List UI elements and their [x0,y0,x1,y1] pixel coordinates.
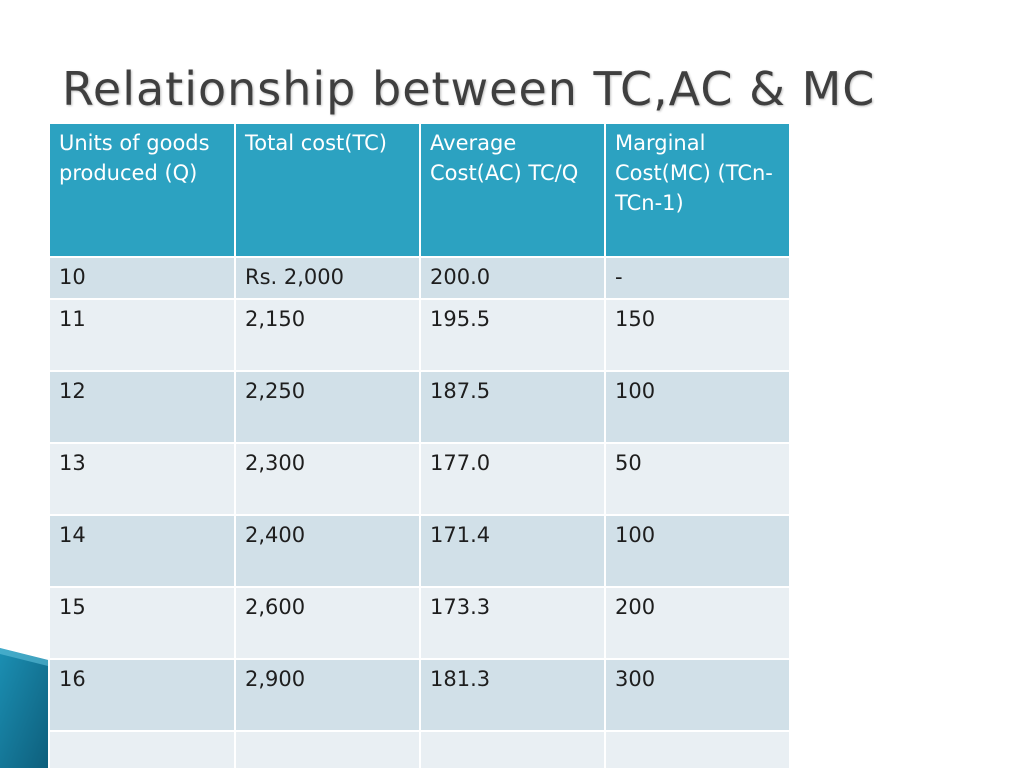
cell-average-cost: 177.0 [419,442,606,516]
cost-table: Units of goods produced (Q) Total cost(T… [48,122,791,768]
cell-total-cost: 2,400 [234,514,421,588]
cell-marginal-cost [604,730,791,768]
slide-title: Relationship between TC,AC & MC [62,62,876,116]
corner-decoration [0,648,48,768]
cell-total-cost: 2,600 [234,586,421,660]
cell-marginal-cost: 100 [604,514,791,588]
cell-units [48,730,236,768]
cell-average-cost: 195.5 [419,298,606,372]
cell-marginal-cost: 100 [604,370,791,444]
header-average-cost: Average Cost(AC) TC/Q [419,122,606,258]
cell-units: 10 [48,256,236,300]
table-row [48,730,791,768]
header-units-produced: Units of goods produced (Q) [48,122,236,258]
cell-units: 11 [48,298,236,372]
cell-units: 16 [48,658,236,732]
cell-average-cost: 181.3 [419,658,606,732]
cell-units: 12 [48,370,236,444]
table-row: 14 2,400 171.4 100 [48,514,791,588]
header-marginal-cost: Marginal Cost(MC) (TCn-TCn-1) [604,122,791,258]
cell-marginal-cost: 200 [604,586,791,660]
table-header-row: Units of goods produced (Q) Total cost(T… [48,122,791,258]
cell-average-cost [419,730,606,768]
table-row: 10 Rs. 2,000 200.0 - [48,256,791,300]
cell-total-cost: 2,300 [234,442,421,516]
cell-units: 14 [48,514,236,588]
cell-marginal-cost: 50 [604,442,791,516]
cell-total-cost: 2,900 [234,658,421,732]
cell-units: 15 [48,586,236,660]
cell-average-cost: 200.0 [419,256,606,300]
cell-marginal-cost: 300 [604,658,791,732]
cell-average-cost: 171.4 [419,514,606,588]
cell-marginal-cost: - [604,256,791,300]
cell-total-cost [234,730,421,768]
table-row: 15 2,600 173.3 200 [48,586,791,660]
cell-total-cost: 2,150 [234,298,421,372]
table-row: 11 2,150 195.5 150 [48,298,791,372]
cell-average-cost: 173.3 [419,586,606,660]
cell-units: 13 [48,442,236,516]
table-row: 12 2,250 187.5 100 [48,370,791,444]
cell-total-cost: 2,250 [234,370,421,444]
header-total-cost: Total cost(TC) [234,122,421,258]
table-row: 16 2,900 181.3 300 [48,658,791,732]
table-row: 13 2,300 177.0 50 [48,442,791,516]
cell-average-cost: 187.5 [419,370,606,444]
cell-marginal-cost: 150 [604,298,791,372]
cell-total-cost: Rs. 2,000 [234,256,421,300]
